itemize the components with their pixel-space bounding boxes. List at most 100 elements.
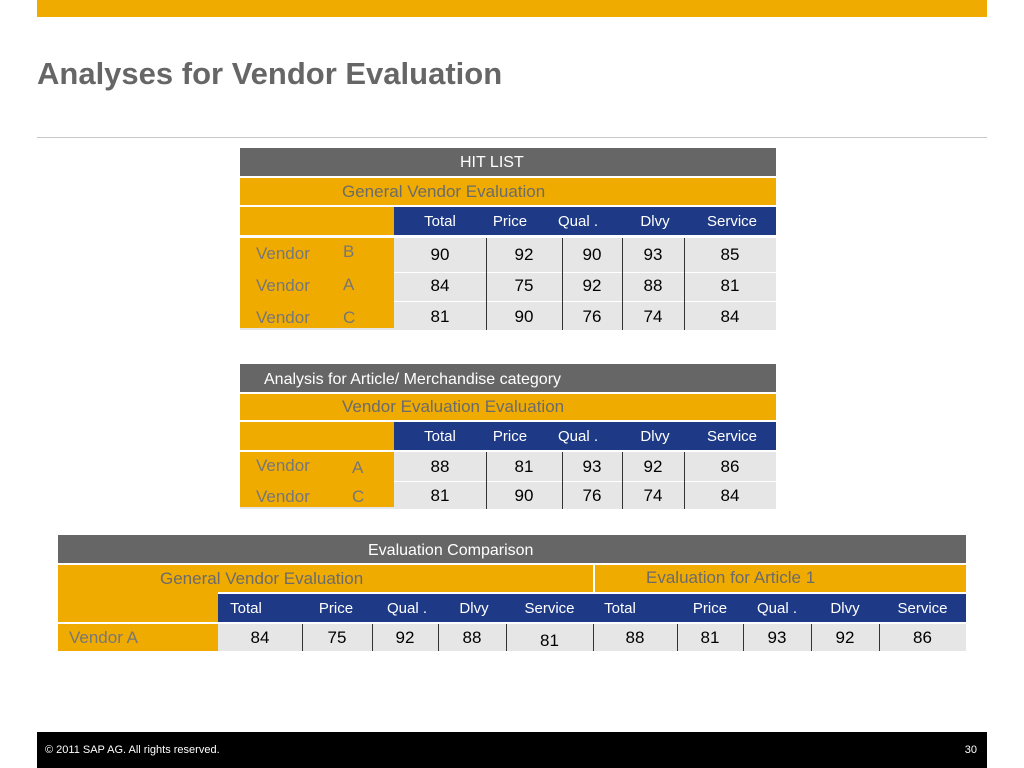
- value-delivery: 88: [462, 627, 482, 647]
- header-price: Price: [692, 599, 728, 617]
- comparison-left-subtitle: General Vendor Evaluation: [160, 569, 364, 588]
- header-service: Service: [524, 599, 575, 617]
- value-price: 81: [700, 627, 720, 647]
- header-price: Price: [492, 427, 528, 445]
- value-total: 90: [430, 245, 450, 264]
- value-total: 88: [625, 627, 645, 647]
- value-price: 92: [514, 245, 534, 264]
- table-row: Vendor A 84 75 92 88 81: [240, 272, 776, 300]
- footer-copyright: © 2011 SAP AG. All rights reserved.: [45, 744, 220, 756]
- header-price: Price: [492, 212, 528, 230]
- value-delivery: 88: [643, 276, 663, 295]
- vendor-label: Vendor: [256, 276, 310, 295]
- table-row: Vendor A 88 81 93 92 86: [240, 452, 776, 481]
- vendor-column: [240, 238, 394, 328]
- vendor-letter: A: [352, 458, 364, 477]
- value-delivery: 93: [643, 245, 663, 264]
- comparison-left-header-row: Total Price Qual . Dlvy Service: [218, 594, 593, 622]
- vendor-label: Vendor A: [69, 628, 139, 647]
- vendor-letter: A: [343, 275, 355, 294]
- value-price: 81: [514, 456, 534, 476]
- value-service: 81: [720, 276, 740, 295]
- page-title: Analyses for Vendor Evaluation: [37, 56, 503, 91]
- value-total: 81: [430, 307, 450, 326]
- hit-list-header-spacer: [240, 207, 394, 235]
- header-quality: Qual .: [756, 599, 798, 617]
- value-quality: 76: [582, 307, 602, 326]
- value-total: 84: [430, 276, 450, 295]
- hit-list-title: HIT LIST: [460, 154, 524, 171]
- article-analysis-title: Analysis for Article/ Merchandise catego…: [264, 371, 562, 388]
- page-number: 30: [964, 744, 977, 756]
- value-quality: 93: [767, 627, 787, 647]
- table-row: Vendor C 81 90 76 74 84: [240, 483, 776, 509]
- header-total: Total: [230, 599, 262, 617]
- header-price: Price: [318, 599, 354, 617]
- header-total: Total: [604, 599, 636, 617]
- value-total: 88: [430, 456, 450, 476]
- vendor-column: [240, 452, 394, 507]
- comparison-right-subtitle-bar: Evaluation for Article 1: [595, 565, 966, 592]
- value-service: 86: [720, 456, 740, 476]
- table-row: Vendor C 81 90 76 74 84: [240, 303, 776, 331]
- header-delivery: Dlvy: [640, 427, 670, 445]
- value-quality: 76: [582, 486, 602, 505]
- hit-list-subtitle: General Vendor Evaluation: [342, 182, 546, 201]
- vendor-letter: C: [343, 308, 356, 327]
- vendor-label: Vendor: [256, 244, 310, 263]
- header-quality: Qual .: [557, 212, 599, 230]
- vendor-column: Vendor A: [58, 624, 218, 651]
- comparison-title: Evaluation Comparison: [368, 542, 534, 559]
- article-analysis-table: Analysis for Article/ Merchandise catego…: [240, 364, 776, 509]
- value-delivery: 74: [643, 307, 663, 326]
- header-delivery: Dlvy: [640, 212, 670, 230]
- header-delivery: Dlvy: [459, 599, 489, 617]
- header-quality: Qual .: [386, 599, 428, 617]
- value-delivery: 92: [643, 456, 663, 476]
- value-price: 75: [327, 627, 347, 647]
- comparison-right-subtitle: Evaluation for Article 1: [646, 568, 816, 587]
- value-quality: 90: [582, 245, 602, 264]
- article-analysis-subtitle-bar: Vendor Evaluation Evaluation: [240, 394, 776, 420]
- value-quality: 92: [395, 627, 415, 647]
- hit-list-table: HIT LIST General Vendor Evaluation Total…: [240, 148, 776, 330]
- value-total: 81: [430, 486, 450, 505]
- table-row: Vendor B 90 92 90 93 85: [240, 240, 776, 270]
- article-analysis-subtitle: Vendor Evaluation Evaluation: [342, 397, 565, 416]
- vendor-letter: B: [343, 242, 355, 261]
- vendor-label: Vendor: [256, 487, 310, 506]
- value-service: 84: [720, 307, 740, 326]
- value-quality: 92: [582, 276, 602, 295]
- comparison-title-bar: Evaluation Comparison: [58, 535, 966, 563]
- evaluation-comparison-table: Evaluation Comparison General Vendor Eva…: [58, 535, 966, 651]
- value-delivery: 92: [835, 627, 855, 647]
- header-delivery: Dlvy: [830, 599, 860, 617]
- header-quality: Qual .: [557, 427, 599, 445]
- value-service: 85: [720, 245, 740, 264]
- value-quality: 93: [582, 456, 602, 476]
- value-service: 84: [720, 486, 740, 505]
- top-accent-bar: [37, 0, 987, 17]
- header-total: Total: [424, 427, 456, 445]
- header-service: Service: [706, 212, 758, 230]
- header-total: Total: [424, 212, 456, 230]
- value-price: 90: [514, 307, 534, 326]
- value-service: 86: [913, 627, 932, 647]
- value-total: 84: [250, 627, 270, 647]
- hit-list-title-bar: HIT LIST: [240, 148, 776, 176]
- footer-bar: © 2011 SAP AG. All rights reserved. 30: [37, 732, 987, 768]
- table-row: Vendor A 84 75 92 88 81 88 81 93 92 86: [58, 624, 966, 651]
- header-service: Service: [706, 427, 758, 445]
- vendor-label: Vendor: [256, 308, 310, 327]
- hit-list-header-row: Total Price Qual . Dlvy Service: [394, 207, 776, 235]
- comparison-right-header-row: Total Price Qual . Dlvy Service: [593, 594, 966, 622]
- header-service: Service: [897, 599, 948, 617]
- value-service: 81: [540, 630, 559, 650]
- article-header-row: Total Price Qual . Dlvy Service: [394, 422, 776, 450]
- value-delivery: 74: [643, 486, 663, 505]
- vendor-letter: C: [352, 487, 365, 506]
- title-divider: [37, 137, 987, 138]
- comparison-header-spacer: [58, 592, 218, 622]
- value-price: 75: [514, 276, 534, 295]
- article-header-spacer: [240, 422, 394, 450]
